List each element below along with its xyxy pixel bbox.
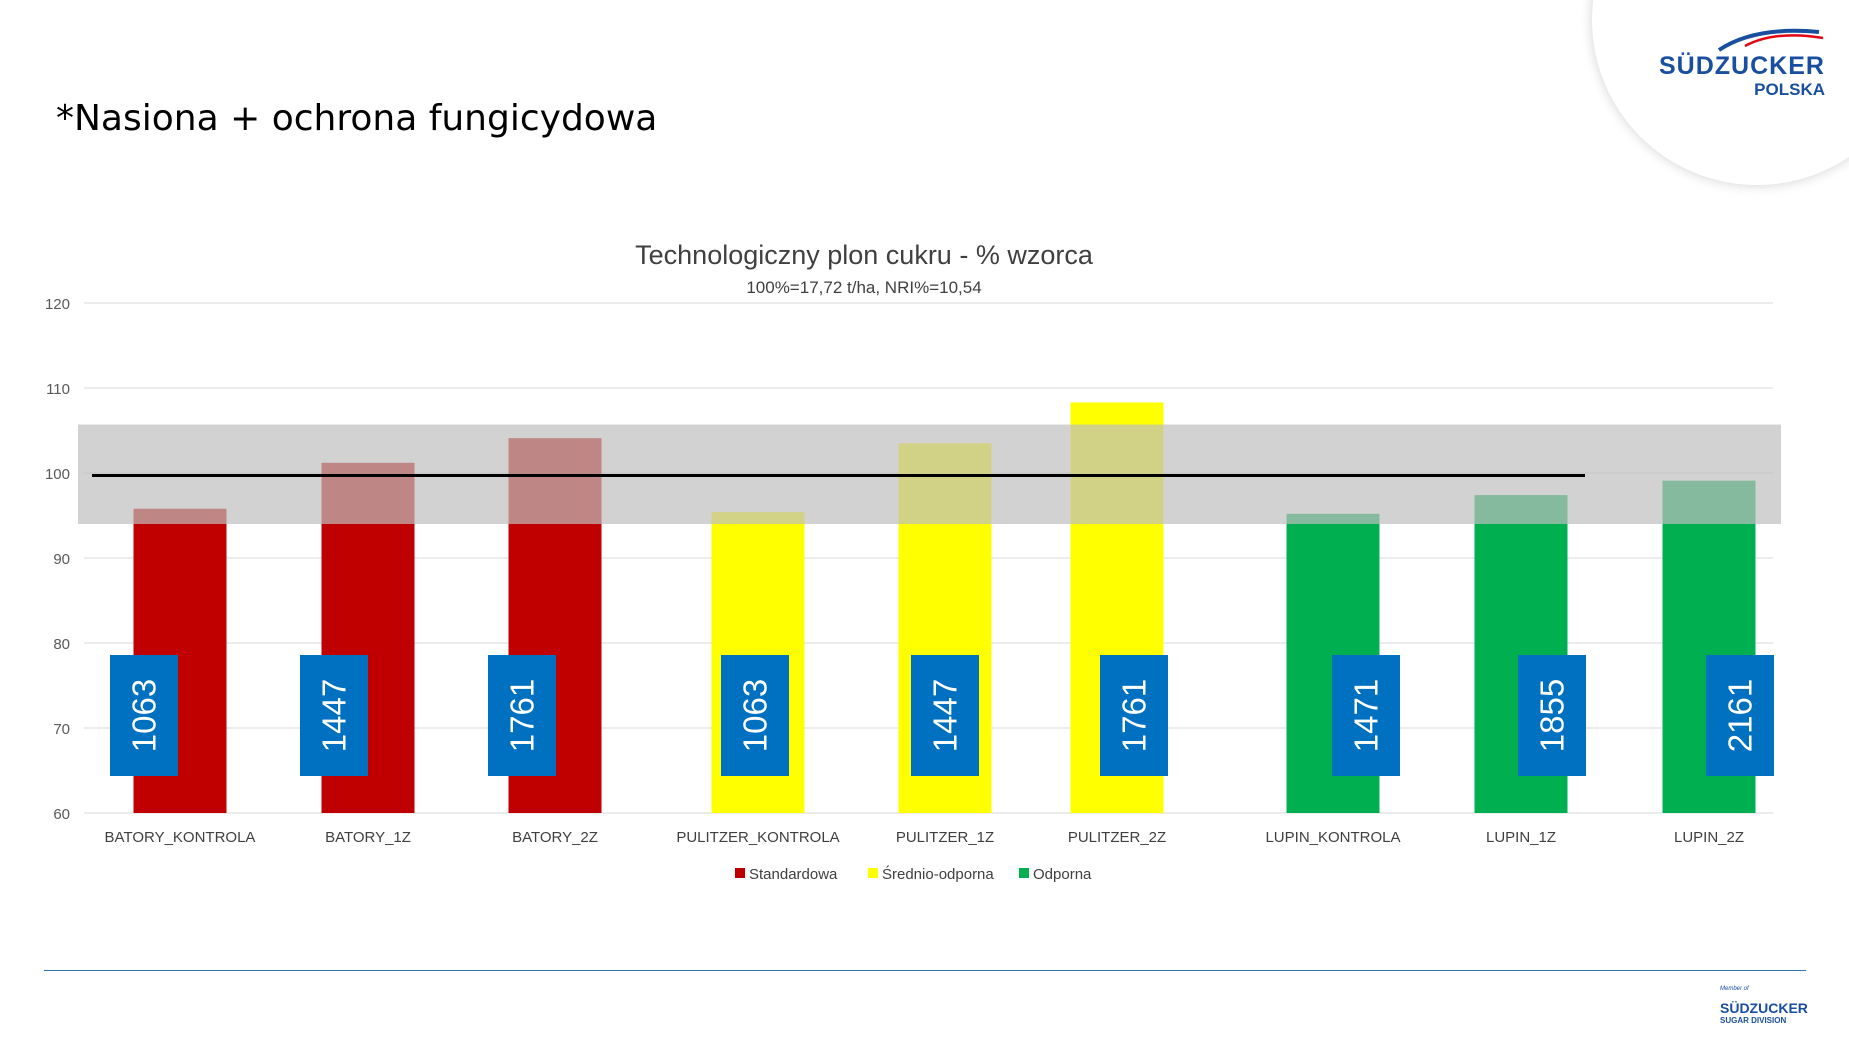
value-label: 1447 xyxy=(316,679,353,752)
xtick-label: BATORY_KONTROLA xyxy=(105,829,256,846)
legend-label: Odporna xyxy=(1033,866,1092,883)
value-label-box xyxy=(110,655,178,776)
legend-swatch xyxy=(868,868,878,878)
slide-title: *Nasiona + ochrona fungicydowa xyxy=(56,98,658,139)
ytick-label: 100 xyxy=(45,466,70,483)
footer-word: SÜDZUCKER xyxy=(1720,1000,1808,1016)
value-label-box xyxy=(911,655,979,776)
value-label-box xyxy=(1332,655,1400,776)
value-label: 2161 xyxy=(1722,679,1759,752)
value-label: 1063 xyxy=(737,679,774,752)
footer-division: SUGAR DIVISION xyxy=(1720,1016,1787,1025)
ytick-label: 60 xyxy=(53,806,70,823)
xtick-label: PULITZER_1Z xyxy=(896,829,994,846)
logo-swoosh-icon xyxy=(1717,28,1824,52)
xtick-label: LUPIN_1Z xyxy=(1486,829,1556,846)
ytick-label: 110 xyxy=(46,381,70,398)
ytick-label: 120 xyxy=(45,296,70,313)
value-label: 1761 xyxy=(1116,679,1153,752)
footer-line xyxy=(44,970,1806,971)
value-label: 1471 xyxy=(1348,679,1385,752)
value-label: 1855 xyxy=(1534,679,1571,752)
ytick-label: 90 xyxy=(53,551,70,568)
legend-label: Średnio-odporna xyxy=(882,865,994,883)
xtick-label: BATORY_1Z xyxy=(325,829,411,846)
value-label-box xyxy=(1100,655,1168,776)
legend-swatch xyxy=(1019,868,1029,878)
xtick-label: PULITZER_KONTROLA xyxy=(676,829,839,846)
value-label-box xyxy=(488,655,556,776)
chart-title: Technologiczny plon cukru - % wzorca xyxy=(635,240,1094,270)
logo-word: SÜDZUCKER xyxy=(1659,52,1825,80)
value-label-box xyxy=(1518,655,1586,776)
value-label: 1063 xyxy=(126,679,163,752)
value-label: 1761 xyxy=(504,679,541,752)
ytick-label: 80 xyxy=(53,636,70,653)
sudzucker-logo: SÜDZUCKER POLSKA xyxy=(1655,24,1825,99)
footer-logo: Member of SÜDZUCKER SUGAR DIVISION xyxy=(1716,986,1808,1030)
legend-label: Standardowa xyxy=(749,866,838,883)
chart-subtitle: 100%=17,72 t/ha, NRI%=10,54 xyxy=(746,278,981,297)
value-label-box xyxy=(721,655,789,776)
value-label: 1447 xyxy=(927,679,964,752)
legend-swatch xyxy=(735,868,745,878)
value-label-box xyxy=(300,655,368,776)
logo-sub: POLSKA xyxy=(1754,80,1825,99)
xtick-label: LUPIN_2Z xyxy=(1674,829,1744,846)
ytick-label: 70 xyxy=(53,721,70,738)
xtick-label: LUPIN_KONTROLA xyxy=(1265,829,1400,846)
xtick-label: PULITZER_2Z xyxy=(1068,829,1166,846)
xtick-label: BATORY_2Z xyxy=(512,829,598,846)
value-label-box xyxy=(1706,655,1774,776)
footer-member: Member of xyxy=(1720,986,1749,992)
